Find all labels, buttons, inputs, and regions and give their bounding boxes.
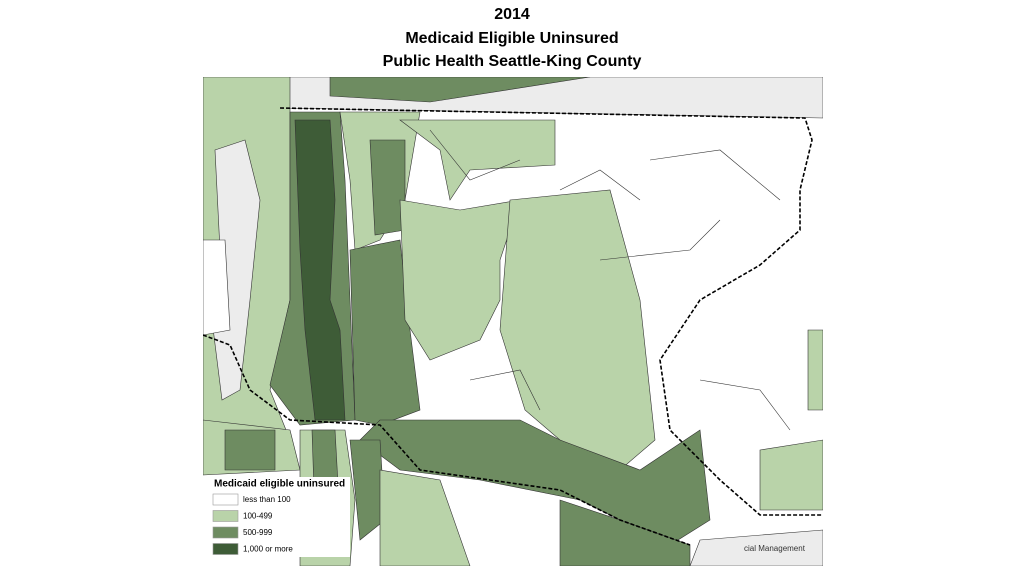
map-shapes	[203, 77, 823, 566]
legend-title: Medicaid eligible uninsured	[214, 479, 345, 490]
title-line: Public Health Seattle-King County	[382, 53, 642, 70]
title-line: 2014	[494, 6, 530, 23]
legend-label: 500-999	[243, 528, 273, 537]
title-line: Medicaid Eligible Uninsured	[405, 30, 619, 47]
legend-swatch	[212, 510, 239, 522]
legend-swatch	[212, 526, 239, 539]
legend-swatch	[212, 543, 239, 555]
legend-label: 1,000 or more	[243, 545, 293, 554]
legend-label: 100-499	[243, 512, 273, 521]
legend-label: less than 100	[243, 495, 291, 504]
credit: cial Management	[744, 544, 806, 553]
legend-swatch	[212, 493, 239, 506]
